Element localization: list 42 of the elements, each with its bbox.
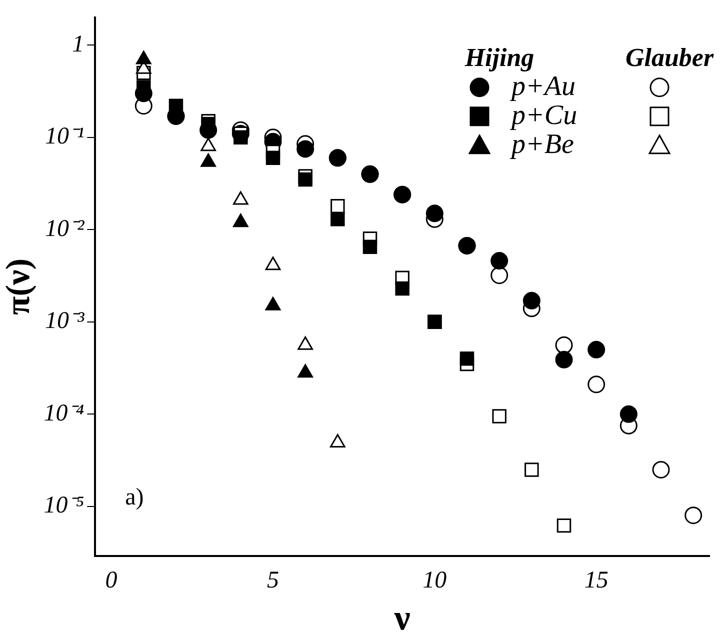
point <box>555 336 573 354</box>
point <box>296 140 314 158</box>
point <box>588 340 606 358</box>
x-tick-label: 10 <box>422 568 447 594</box>
point <box>234 130 248 145</box>
point <box>426 204 444 222</box>
point <box>298 172 312 187</box>
y-tick-label: 10⁻³ <box>44 308 85 334</box>
x-axis-title: ν <box>393 598 410 638</box>
point <box>168 98 184 113</box>
point <box>330 212 345 226</box>
x-tick-label: 0 <box>105 568 118 594</box>
y-tick-label: 10⁻¹ <box>44 124 84 150</box>
point <box>492 409 506 424</box>
point <box>522 292 540 310</box>
point <box>330 199 345 214</box>
point <box>555 350 573 368</box>
point <box>460 352 474 366</box>
text: Hijing <box>464 43 534 72</box>
point <box>556 518 572 533</box>
y-tick-label: 10⁻⁵ <box>44 492 84 519</box>
point <box>266 150 280 165</box>
point <box>684 506 702 524</box>
point <box>395 281 410 296</box>
point <box>588 376 606 394</box>
point <box>362 240 378 254</box>
x-tick-label: 15 <box>584 568 608 594</box>
x-tick-label: 5 <box>266 568 279 594</box>
legend-label: p+Au <box>510 70 576 102</box>
legend-label: p+Be <box>510 128 574 160</box>
point <box>524 462 539 477</box>
point <box>620 405 638 423</box>
y-tick-label: 10⁻² <box>44 216 85 242</box>
point <box>490 266 508 284</box>
text: Glauber <box>625 43 714 72</box>
y-tick-label: 1 <box>72 31 84 58</box>
y-axis-title: π(ν) <box>0 258 38 315</box>
point <box>490 252 508 270</box>
legend-label: p+Cu <box>510 100 578 131</box>
annotation: a) <box>125 484 144 510</box>
y-tick-label: 10⁻⁴ <box>44 400 84 426</box>
point <box>652 460 670 478</box>
